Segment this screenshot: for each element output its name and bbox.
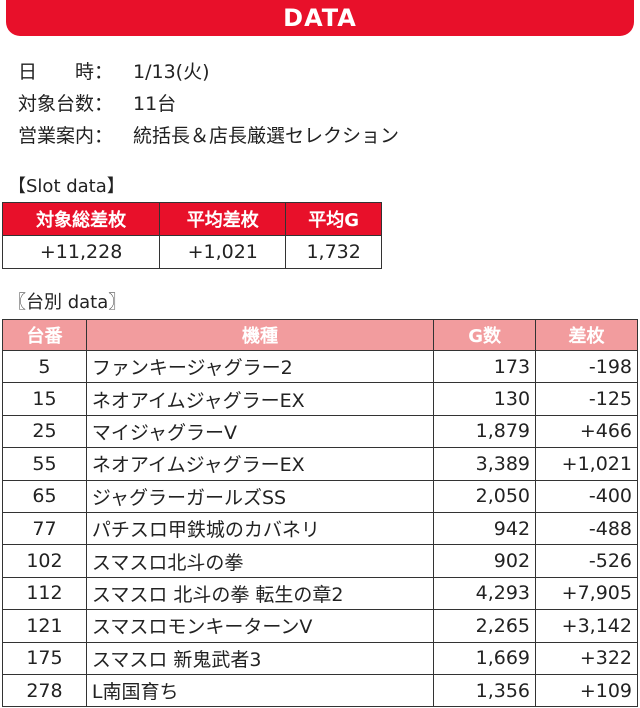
slot-header: 対象総差枚 xyxy=(1,202,161,236)
info-row-guide: 営業案内： 統括長＆店長厳選セレクション xyxy=(18,118,399,150)
slot-header: 平均G xyxy=(285,202,382,236)
table-row: 175 スマスロ 新鬼武者3 1,669 +322 xyxy=(2,641,638,675)
table-row: 77 パチスロ甲鉄城のカバネリ 942 -488 xyxy=(2,511,638,546)
unit-number: 5 xyxy=(2,349,87,384)
medal-diff: +1,021 xyxy=(535,447,638,481)
table-row: 102 スマスロ北斗の拳 902 -526 xyxy=(2,544,638,578)
slot-section-label: 【Slot data】 xyxy=(8,176,125,197)
machine-name: L南国育ち xyxy=(85,673,435,708)
slot-value: 1,732 xyxy=(285,235,382,269)
medal-diff: -400 xyxy=(535,479,638,513)
machine-name: スマスロ 新鬼武者3 xyxy=(85,641,435,675)
game-count: 173 xyxy=(433,349,537,384)
medal-diff: +322 xyxy=(535,641,638,675)
table-row: 112 スマスロ 北斗の拳 転生の章2 4,293 +7,905 xyxy=(2,576,638,611)
medal-diff: -125 xyxy=(535,382,638,416)
unit-number: 65 xyxy=(2,479,87,513)
machine-name: パチスロ甲鉄城のカバネリ xyxy=(85,511,435,546)
table-row: 121 スマスロモンキーターンV 2,265 +3,142 xyxy=(2,609,638,643)
machine-name: ネオアイムジャグラーEX xyxy=(85,447,435,481)
title-banner: DATA xyxy=(6,0,634,36)
unit-number: 102 xyxy=(2,544,87,578)
table-row: 65 ジャグラーガールズSS 2,050 -400 xyxy=(2,479,638,513)
game-count: 1,879 xyxy=(433,414,537,449)
unit-number: 112 xyxy=(2,576,87,611)
unit-number: 175 xyxy=(2,641,87,675)
game-count: 3,389 xyxy=(433,447,537,481)
unit-number: 15 xyxy=(2,382,87,416)
slot-summary-table: 対象総差枚 平均差枚 平均G +11,228 +1,021 1,732 xyxy=(1,202,382,269)
slot-value-row: +11,228 +1,021 1,732 xyxy=(1,235,382,269)
unit-data-table: 台番 機種 G数 差枚 5 ファンキージャグラー2 173 -198 15 ネオアイムジャ… xyxy=(2,319,638,708)
info-value: 統括長＆店長厳選セレクション xyxy=(133,124,400,147)
machine-name: マイジャグラーⅤ xyxy=(85,414,435,449)
game-count: 1,669 xyxy=(433,641,537,675)
table-row: 55 ネオアイムジャグラーEX 3,389 +1,021 xyxy=(2,447,638,481)
unit-header: G数 xyxy=(433,319,537,351)
unit-section-label: 〖台別 data〗 xyxy=(8,292,127,313)
unit-header-row: 台番 機種 G数 差枚 xyxy=(2,319,638,351)
table-row: 15 ネオアイムジャグラーEX 130 -125 xyxy=(2,382,638,416)
table-row: 278 L南国育ち 1,356 +109 xyxy=(2,673,638,708)
unit-header: 台番 xyxy=(2,319,87,351)
medal-diff: +7,905 xyxy=(535,576,638,611)
unit-header: 差枚 xyxy=(535,319,638,351)
info-key: 営業案内： xyxy=(18,124,114,147)
slot-header: 平均差枚 xyxy=(159,202,287,236)
unit-number: 121 xyxy=(2,609,87,643)
medal-diff: +109 xyxy=(535,673,638,708)
machine-name: スマスロ 北斗の拳 転生の章2 xyxy=(85,576,435,611)
machine-name: スマスロモンキーターンV xyxy=(85,609,435,643)
table-row: 5 ファンキージャグラー2 173 -198 xyxy=(2,349,638,384)
unit-number: 278 xyxy=(2,673,87,708)
info-block: 日 時： 1/13(火) 対象台数： 11台 営業案内： 統括長＆店長厳選セレク… xyxy=(18,54,399,150)
game-count: 2,265 xyxy=(433,609,537,643)
game-count: 4,293 xyxy=(433,576,537,611)
machine-name: ネオアイムジャグラーEX xyxy=(85,382,435,416)
info-key: 日 時： xyxy=(18,60,114,83)
machine-name: スマスロ北斗の拳 xyxy=(85,544,435,578)
game-count: 2,050 xyxy=(433,479,537,513)
game-count: 902 xyxy=(433,544,537,578)
medal-diff: +3,142 xyxy=(535,609,638,643)
machine-name: ファンキージャグラー2 xyxy=(85,349,435,384)
table-row: 25 マイジャグラーⅤ 1,879 +466 xyxy=(2,414,638,449)
info-key: 対象台数： xyxy=(18,92,114,115)
info-value: 1/13(火) xyxy=(133,60,210,83)
slot-value: +11,228 xyxy=(1,235,161,269)
slot-header-row: 対象総差枚 平均差枚 平均G xyxy=(1,202,382,236)
game-count: 130 xyxy=(433,382,537,416)
medal-diff: -198 xyxy=(535,349,638,384)
unit-header: 機種 xyxy=(85,319,435,351)
game-count: 942 xyxy=(433,511,537,546)
medal-diff: -488 xyxy=(535,511,638,546)
slot-value: +1,021 xyxy=(159,235,287,269)
unit-rows: 5 ファンキージャグラー2 173 -198 15 ネオアイムジャグラーEX 130 -125… xyxy=(2,349,638,708)
unit-number: 77 xyxy=(2,511,87,546)
unit-number: 25 xyxy=(2,414,87,449)
game-count: 1,356 xyxy=(433,673,537,708)
page-title: DATA xyxy=(283,4,357,32)
medal-diff: +466 xyxy=(535,414,638,449)
info-row-date: 日 時： 1/13(火) xyxy=(18,54,399,86)
medal-diff: -526 xyxy=(535,544,638,578)
machine-name: ジャグラーガールズSS xyxy=(85,479,435,513)
info-value: 11台 xyxy=(133,92,177,115)
unit-number: 55 xyxy=(2,447,87,481)
info-row-count: 対象台数： 11台 xyxy=(18,86,399,118)
